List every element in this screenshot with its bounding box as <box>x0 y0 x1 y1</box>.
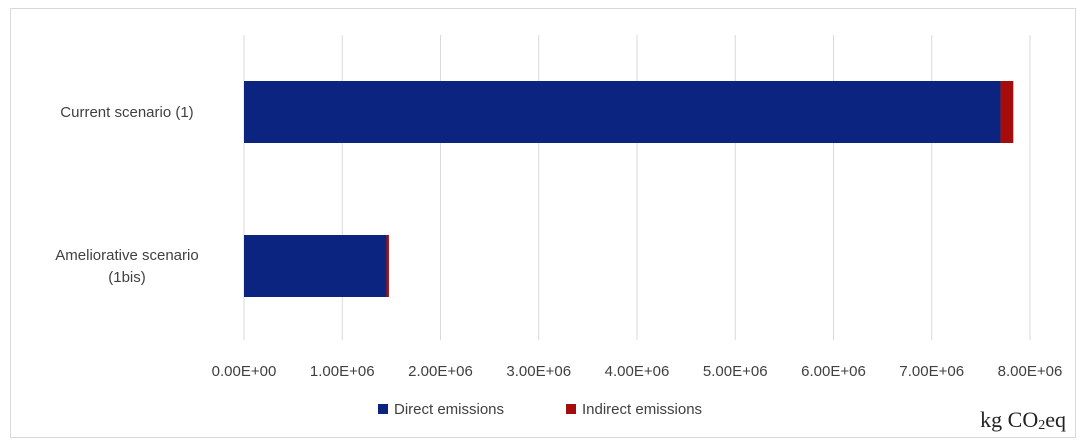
x-tick-label: 0.00E+00 <box>212 363 277 380</box>
unit-label: kg CO2eq <box>980 407 1066 434</box>
x-tick-label: 5.00E+06 <box>703 363 768 380</box>
x-tick-label: 7.00E+06 <box>899 363 964 380</box>
bar-segment-direct <box>244 81 1001 143</box>
x-tick-label: 3.00E+06 <box>506 363 571 380</box>
unit-label-prefix: kg CO <box>980 407 1039 432</box>
category-label-line: Ameliorative scenario <box>55 247 198 264</box>
x-tick-label: 4.00E+06 <box>605 363 670 380</box>
category-label-line: (1bis) <box>108 269 146 286</box>
x-tick-label: 8.00E+06 <box>998 363 1063 380</box>
x-tick-label: 1.00E+06 <box>310 363 375 380</box>
legend-label: Indirect emissions <box>582 401 702 418</box>
category-label: Current scenario (1) <box>60 104 193 121</box>
x-tick-label: 6.00E+06 <box>801 363 866 380</box>
unit-label-suffix: eq <box>1045 407 1066 432</box>
category-label-line: Current scenario (1) <box>60 104 193 121</box>
legend-swatch <box>566 404 576 414</box>
bar-segment-indirect <box>386 235 389 297</box>
category-label: Ameliorative scenario (1bis) <box>55 247 198 286</box>
bar-segment-indirect <box>1000 81 1014 143</box>
chart-frame <box>10 8 1076 438</box>
bar-segment-direct <box>244 235 387 297</box>
legend-swatch <box>378 404 388 414</box>
legend-label: Direct emissions <box>394 401 504 418</box>
unit-label-subscript: 2 <box>1038 418 1046 433</box>
x-tick-label: 2.00E+06 <box>408 363 473 380</box>
